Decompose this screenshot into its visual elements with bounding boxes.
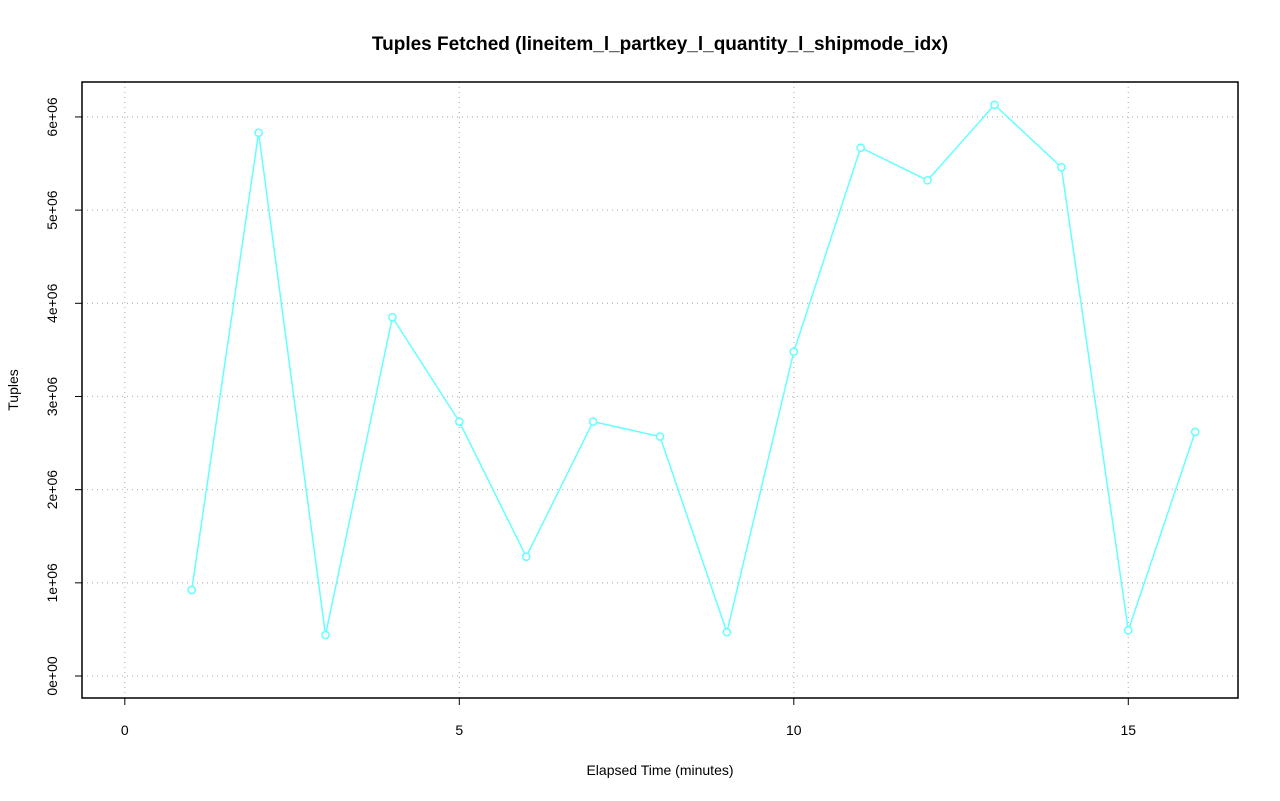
- data-point: [655, 432, 665, 441]
- x-tick-label: 15: [1120, 722, 1136, 738]
- data-point: [789, 347, 799, 357]
- series-line: [190, 103, 1196, 636]
- y-tick-label: 0e+00: [44, 656, 60, 696]
- data-point: [1190, 427, 1200, 437]
- data-point: [923, 175, 932, 185]
- data-point: [388, 312, 397, 322]
- x-axis-label: Elapsed Time (minutes): [586, 762, 733, 778]
- y-tick-label: 6e+06: [44, 97, 60, 137]
- data-point: [722, 627, 732, 637]
- data-point: [856, 143, 866, 153]
- y-tick-label: 5e+06: [44, 190, 60, 230]
- y-tick-label: 2e+06: [44, 470, 60, 510]
- data-point: [454, 417, 464, 426]
- y-tick-label: 3e+06: [44, 377, 60, 417]
- y-tick-label: 1e+06: [44, 563, 60, 603]
- y-axis-label: Tuples: [5, 369, 21, 411]
- data-point: [990, 100, 999, 110]
- data-point: [1057, 162, 1066, 172]
- x-tick-label: 5: [455, 722, 463, 738]
- data-point: [254, 128, 263, 138]
- data-point: [187, 585, 197, 595]
- chart-title: Tuples Fetched (lineitem_l_partkey_l_qua…: [372, 34, 948, 55]
- y-tick-label: 4e+06: [44, 283, 60, 323]
- x-tick-label: 10: [786, 722, 802, 738]
- plot-area: 0 5 10 15 0e+00 1e+06 2e+06 3e+06 4e+06 5e+06 6e+0…: [44, 82, 1238, 738]
- data-point: [1123, 626, 1133, 635]
- data-point: [521, 552, 531, 562]
- data-point: [588, 417, 598, 426]
- x-tick-label: 0: [121, 722, 129, 738]
- data-point: [321, 630, 330, 640]
- plot-frame: [81, 81, 1239, 699]
